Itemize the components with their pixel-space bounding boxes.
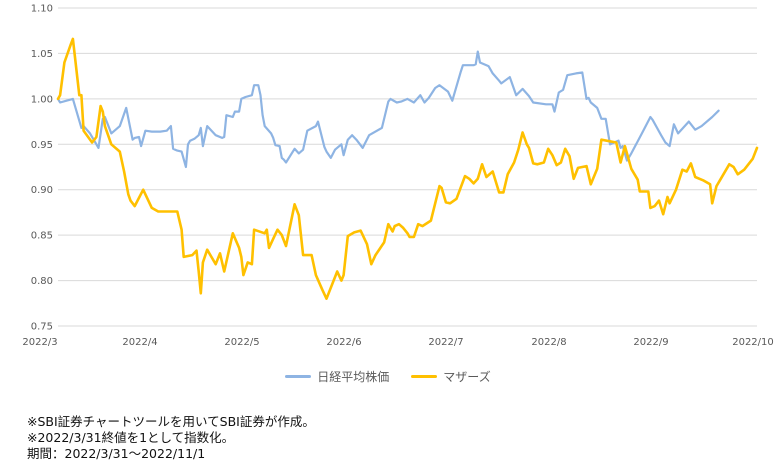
x-tick-label: 2022/6 bbox=[326, 337, 361, 348]
y-tick-label: 0.95 bbox=[31, 140, 53, 151]
chart-legend: 日経平均株価 マザーズ bbox=[0, 365, 776, 387]
y-tick-label: 0.80 bbox=[31, 276, 53, 287]
x-tick-label: 2022/10 bbox=[732, 337, 774, 348]
line-chart: 0.750.800.850.900.951.001.051.10 2022/3 2… bbox=[22, 4, 773, 349]
source-notes: ※SBI証券チャートツールを用いてSBI証券が作成。 ※2022/3/31終値を… bbox=[27, 414, 315, 462]
y-tick-label: 1.10 bbox=[31, 4, 53, 15]
note-index-base: ※2022/3/31終値を1として指数化。 bbox=[27, 430, 235, 445]
y-tick-label: 0.75 bbox=[31, 322, 53, 333]
y-tick-label: 1.00 bbox=[31, 94, 53, 105]
note-period: 期間：2022/3/31～2022/11/1 bbox=[27, 446, 206, 461]
series-line-mothers bbox=[56, 37, 759, 300]
legend-item-nikkei: 日経平均株価 bbox=[285, 368, 389, 385]
x-tick-label: 2022/7 bbox=[428, 337, 463, 348]
note-source: ※SBI証券チャートツールを用いてSBI証券が作成。 bbox=[27, 414, 315, 429]
x-tick-label: 2022/5 bbox=[224, 337, 259, 348]
y-tick-label: 1.05 bbox=[31, 49, 53, 60]
legend-label-nikkei: 日経平均株価 bbox=[317, 369, 390, 384]
x-tick-label: 2022/4 bbox=[122, 337, 157, 348]
x-tick-label: 2022/9 bbox=[633, 337, 668, 348]
x-axis-tick-labels: 2022/3 2022/4 2022/5 2022/6 2022/7 2022/8 2022… bbox=[22, 337, 773, 348]
legend-swatch-nikkei bbox=[285, 374, 312, 378]
y-axis-tick-labels: 0.75 0.80 0.85 0.90 0.95 1.00 1.05 1.10 bbox=[31, 4, 53, 333]
series-lines bbox=[56, 37, 759, 300]
y-tick-label: 0.90 bbox=[31, 185, 53, 196]
legend-swatch-mothers bbox=[411, 374, 438, 378]
x-tick-label: 2022/3 bbox=[22, 337, 57, 348]
x-tick-label: 2022/8 bbox=[531, 337, 566, 348]
grid bbox=[58, 7, 757, 327]
legend-label-mothers: マザーズ bbox=[443, 369, 491, 384]
y-tick-label: 0.85 bbox=[31, 231, 53, 242]
legend-item-mothers: マザーズ bbox=[411, 368, 491, 385]
series-line-nikkei bbox=[56, 50, 720, 169]
